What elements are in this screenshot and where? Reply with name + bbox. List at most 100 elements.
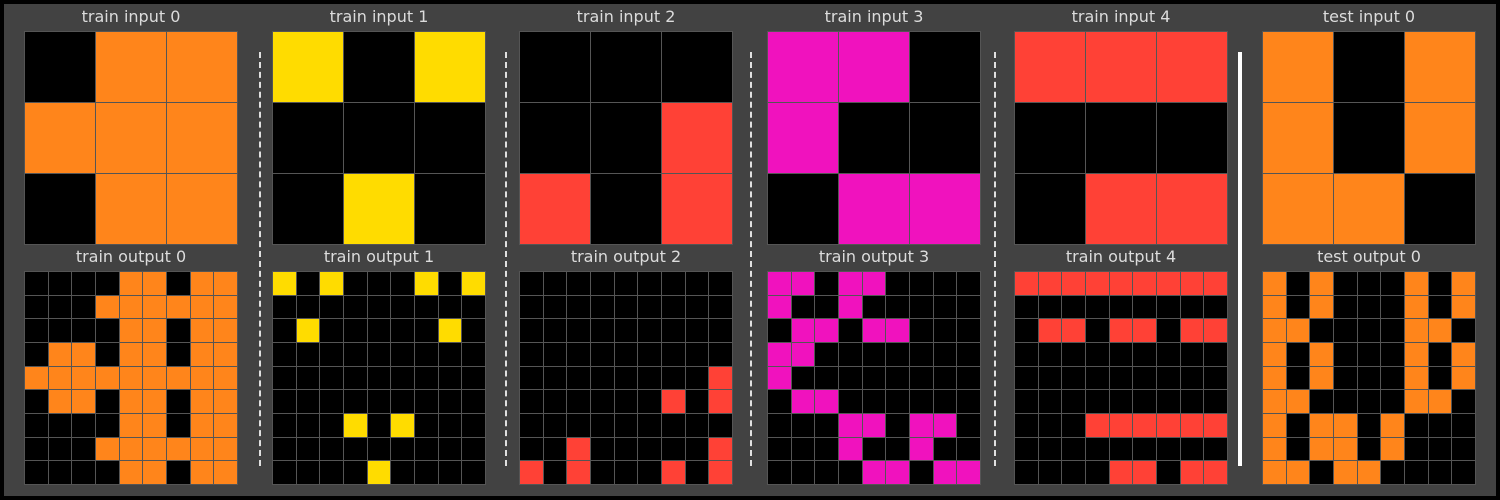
grid-cell	[1428, 461, 1452, 484]
grid-cell	[1404, 272, 1428, 295]
grid-cell	[1334, 103, 1404, 173]
grid-cell	[320, 342, 343, 366]
grid-cell	[1133, 272, 1156, 295]
grid-cell	[1109, 366, 1133, 390]
grid-cell	[1133, 461, 1156, 484]
grid-cell	[143, 437, 166, 461]
grid-cell	[1333, 295, 1357, 319]
grid-cell	[815, 295, 838, 319]
grid-cell	[957, 366, 980, 390]
grid-cell	[933, 390, 957, 413]
grid-cell	[48, 295, 72, 319]
pair-divider	[505, 52, 507, 466]
grid-cell	[1381, 342, 1404, 366]
grid-cell	[462, 295, 485, 319]
grid-cell	[1404, 366, 1428, 390]
grid-cell	[414, 295, 438, 319]
grid-cell	[367, 342, 391, 366]
grid-cell	[296, 272, 320, 295]
grid-cell	[1286, 366, 1310, 390]
grid-cell	[190, 437, 214, 461]
grid-cell	[567, 272, 590, 295]
grid-cell	[1452, 461, 1475, 484]
grid-test-output-0	[1262, 271, 1476, 485]
grid-cell	[1133, 319, 1156, 342]
grid-cell	[1109, 319, 1133, 342]
grid-cell	[415, 32, 485, 102]
grid-cell	[815, 413, 838, 437]
grid-cell	[438, 413, 462, 437]
grid-cell	[661, 272, 685, 295]
grid-cell	[591, 32, 661, 102]
grid-cell	[1404, 413, 1428, 437]
grid-cell	[791, 366, 815, 390]
panel-title: test input 0	[1322, 7, 1416, 26]
grid-cell	[838, 437, 862, 461]
grid-cell	[296, 366, 320, 390]
grid-cell	[1452, 366, 1475, 390]
grid-cell	[166, 366, 190, 390]
grid-cell	[48, 342, 72, 366]
grid-cell	[214, 272, 237, 295]
grid-cell	[273, 461, 296, 484]
grid-cell	[838, 390, 862, 413]
grid-cell	[1381, 413, 1404, 437]
grid-cell	[1381, 295, 1404, 319]
grid-cell	[1452, 390, 1475, 413]
grid-cell	[1310, 342, 1333, 366]
grid-cell	[1404, 295, 1428, 319]
grid-cell	[1357, 366, 1381, 390]
grid-cell	[1038, 413, 1062, 437]
grid-cell	[1038, 342, 1062, 366]
grid-cell	[166, 319, 190, 342]
grid-cell	[638, 342, 661, 366]
grid-cell	[296, 461, 320, 484]
grid-cell	[662, 103, 732, 173]
grid-cell	[791, 390, 815, 413]
grid-cell	[768, 390, 791, 413]
grid-cell	[590, 437, 614, 461]
grid-cell	[296, 319, 320, 342]
grid-cell	[768, 295, 791, 319]
grid-cell	[1156, 342, 1180, 366]
grid-cell	[862, 413, 886, 437]
grid-cell	[166, 295, 190, 319]
grid-cell	[143, 342, 166, 366]
grid-cell	[1381, 437, 1404, 461]
panel-title: test output 0	[1317, 247, 1421, 266]
grid-cell	[638, 295, 661, 319]
grid-cell	[1015, 174, 1085, 244]
grid-cell	[1156, 319, 1180, 342]
grid-cell	[25, 103, 95, 173]
grid-cell	[143, 295, 166, 319]
grid-cell	[190, 390, 214, 413]
grid-cell	[862, 461, 886, 484]
grid-cell	[1157, 32, 1227, 102]
grid-cell	[273, 366, 296, 390]
grid-cell	[1180, 319, 1204, 342]
grid-cell	[1062, 295, 1085, 319]
grid-cell	[590, 390, 614, 413]
grid-cell	[1180, 366, 1204, 390]
grid-cell	[414, 319, 438, 342]
grid-cell	[815, 437, 838, 461]
grid-cell	[1310, 319, 1333, 342]
grid-cell	[367, 319, 391, 342]
grid-cell	[768, 32, 838, 102]
grid-cell	[296, 437, 320, 461]
grid-cell	[25, 413, 48, 437]
grid-cell	[590, 366, 614, 390]
grid-cell	[1286, 390, 1310, 413]
grid-cell	[520, 413, 543, 437]
grid-cell	[1015, 437, 1038, 461]
grid-cell	[614, 319, 638, 342]
grid-cell	[48, 461, 72, 484]
grid-cell	[1085, 366, 1109, 390]
grid-cell	[886, 366, 909, 390]
grid-cell	[25, 272, 48, 295]
grid-cell	[95, 461, 119, 484]
grid-cell	[190, 461, 214, 484]
grid-cell	[1204, 342, 1227, 366]
grid-cell	[1133, 413, 1156, 437]
grid-train-input-1	[272, 31, 486, 245]
